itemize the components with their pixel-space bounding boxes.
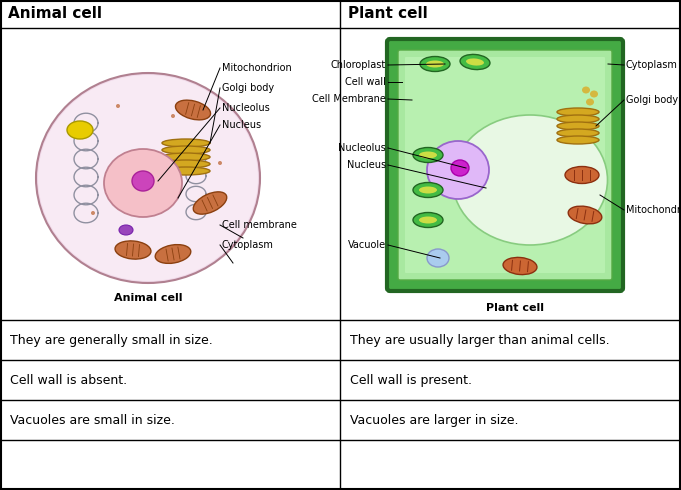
Text: They are usually larger than animal cells.: They are usually larger than animal cell…: [350, 334, 609, 346]
Ellipse shape: [503, 257, 537, 274]
Ellipse shape: [171, 114, 175, 118]
Ellipse shape: [419, 187, 437, 194]
Ellipse shape: [115, 241, 151, 259]
Ellipse shape: [176, 100, 210, 120]
Ellipse shape: [452, 115, 607, 245]
Ellipse shape: [218, 161, 222, 165]
Ellipse shape: [162, 139, 210, 147]
Ellipse shape: [565, 167, 599, 183]
Text: Cell wall: Cell wall: [345, 77, 386, 87]
FancyBboxPatch shape: [405, 57, 605, 273]
Text: Chloroplast: Chloroplast: [331, 60, 386, 70]
Ellipse shape: [557, 129, 599, 137]
Ellipse shape: [451, 160, 469, 176]
Text: Cell wall is present.: Cell wall is present.: [350, 373, 472, 387]
Ellipse shape: [427, 249, 449, 267]
Ellipse shape: [162, 146, 210, 154]
Ellipse shape: [193, 192, 227, 214]
Text: Mitochondrion: Mitochondrion: [222, 63, 291, 73]
Text: Plant cell: Plant cell: [486, 303, 544, 313]
Text: Animal cell: Animal cell: [114, 293, 183, 303]
Text: Nucleus: Nucleus: [222, 120, 261, 130]
Ellipse shape: [590, 91, 598, 98]
Text: Vacuoles are larger in size.: Vacuoles are larger in size.: [350, 414, 518, 426]
Ellipse shape: [586, 98, 594, 105]
Text: Cell membrane: Cell membrane: [222, 220, 297, 230]
Ellipse shape: [557, 115, 599, 123]
Ellipse shape: [91, 211, 95, 215]
Ellipse shape: [557, 108, 599, 116]
Ellipse shape: [568, 206, 602, 224]
Ellipse shape: [155, 245, 191, 264]
Ellipse shape: [419, 217, 437, 223]
Ellipse shape: [116, 104, 120, 108]
Ellipse shape: [426, 60, 444, 68]
Text: Cytoplasm: Cytoplasm: [222, 240, 274, 250]
Ellipse shape: [582, 87, 590, 94]
Text: Golgi body: Golgi body: [626, 95, 678, 105]
Text: Animal cell: Animal cell: [8, 6, 102, 22]
Ellipse shape: [466, 58, 484, 66]
Ellipse shape: [460, 54, 490, 70]
Ellipse shape: [557, 122, 599, 130]
Ellipse shape: [413, 182, 443, 197]
Ellipse shape: [67, 121, 93, 139]
Text: Golgi body: Golgi body: [222, 83, 274, 93]
Text: Nucleolus: Nucleolus: [222, 103, 270, 113]
Text: Vacuole: Vacuole: [348, 240, 386, 250]
Text: Cell Membrane: Cell Membrane: [312, 94, 386, 104]
Text: Cell wall is absent.: Cell wall is absent.: [10, 373, 127, 387]
Ellipse shape: [419, 151, 437, 158]
Text: Nucleolus: Nucleolus: [338, 143, 386, 153]
Text: Mitochondria: Mitochondria: [626, 205, 681, 215]
Text: They are generally small in size.: They are generally small in size.: [10, 334, 212, 346]
Ellipse shape: [132, 171, 154, 191]
Ellipse shape: [119, 225, 133, 235]
Ellipse shape: [413, 213, 443, 227]
Text: Plant cell: Plant cell: [348, 6, 428, 22]
FancyBboxPatch shape: [387, 39, 623, 291]
Ellipse shape: [162, 160, 210, 168]
Ellipse shape: [162, 153, 210, 161]
Ellipse shape: [557, 136, 599, 144]
Ellipse shape: [162, 167, 210, 175]
Text: Nucleus: Nucleus: [347, 160, 386, 170]
Ellipse shape: [420, 56, 450, 72]
Ellipse shape: [413, 147, 443, 163]
FancyBboxPatch shape: [398, 50, 612, 280]
Ellipse shape: [38, 75, 258, 281]
Text: Cytoplasm: Cytoplasm: [626, 60, 678, 70]
Ellipse shape: [427, 141, 489, 199]
Ellipse shape: [36, 73, 260, 283]
Text: Vacuoles are small in size.: Vacuoles are small in size.: [10, 414, 175, 426]
Ellipse shape: [104, 149, 182, 217]
